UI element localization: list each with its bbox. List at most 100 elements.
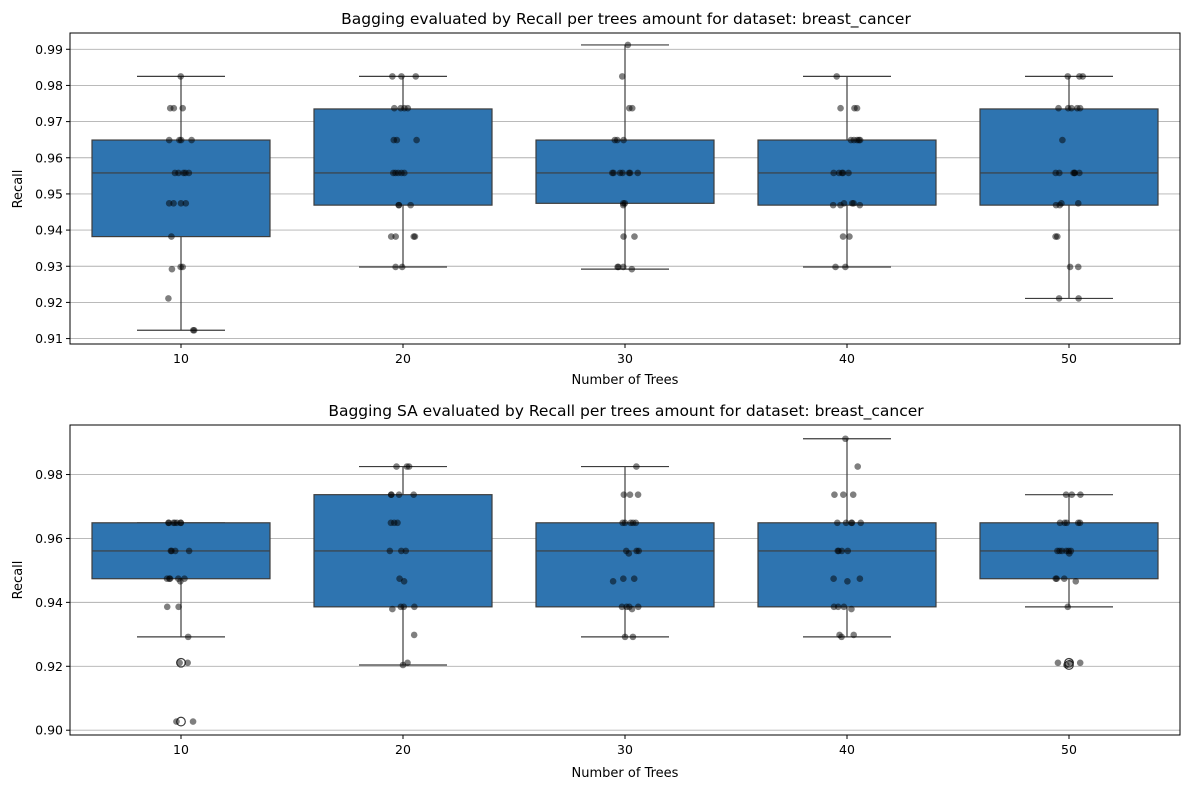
chart-top-x-axis-label: Number of Trees [572,373,679,388]
data-point [400,577,408,585]
data-point [626,491,634,498]
data-point [850,631,858,639]
y-tick-label: 0.91 [35,331,63,346]
data-point [620,233,627,240]
data-point [1056,169,1063,177]
data-point [398,547,405,555]
data-point [1075,295,1082,302]
data-point [1064,603,1072,611]
data-point [848,519,856,527]
chart-bottom: Bagging SA evaluated by Recall per trees… [11,402,1181,781]
data-point [393,463,400,470]
data-point [398,263,406,271]
data-point [1076,519,1084,527]
data-point [1074,200,1082,207]
data-point [185,547,193,555]
data-point [634,169,642,177]
y-tick-label: 0.92 [35,659,63,674]
data-point [177,263,184,271]
data-point [386,547,394,555]
data-point [390,169,397,177]
data-point [856,201,864,209]
data-point [404,104,412,112]
data-point [403,463,411,470]
data-point [844,577,851,585]
x-tick-label: 50 [1061,351,1077,366]
data-point [1055,295,1063,302]
box-iqr [757,522,937,608]
data-point [1066,263,1074,271]
data-point [1077,491,1084,498]
data-point [839,233,847,240]
chart-bottom-x-axis-label: Number of Trees [572,766,679,781]
box-iqr [979,108,1159,206]
data-point [1070,169,1077,177]
data-point [635,547,643,555]
x-tick-label: 10 [173,742,189,757]
data-point [834,519,841,527]
data-point [847,136,855,144]
data-point [628,265,636,273]
data-point [633,463,640,470]
data-point [842,435,849,443]
data-point [628,605,636,613]
x-tick-label: 10 [173,351,189,366]
x-tick-label: 20 [395,742,411,757]
data-point [834,603,842,611]
data-point [840,491,847,498]
data-point [171,169,179,177]
chart-bottom-y-axis-label: Recall [11,561,26,600]
data-point [624,41,632,49]
data-point [177,577,184,585]
data-point [394,169,402,177]
data-point [621,633,629,641]
chart-top-y-ticks: 0.91 0.92 0.93 0.94 0.95 0.96 0.97 0.98 0.99 [35,42,70,346]
data-point [630,575,638,583]
y-tick-label: 0.96 [35,150,63,165]
data-point [177,136,185,144]
data-point [407,201,414,209]
box-group [979,75,1159,300]
data-point [168,233,175,240]
x-tick-label: 40 [839,742,855,757]
data-point [410,491,417,498]
data-point [856,575,864,583]
y-tick-label: 0.96 [35,531,63,546]
data-point [629,519,637,527]
chart-bottom-title: Bagging SA evaluated by Recall per trees… [328,402,924,421]
y-tick-label: 0.94 [35,595,63,610]
data-point [413,136,420,144]
data-point [634,491,642,498]
data-point [392,263,399,271]
data-point [166,575,174,583]
data-point [838,547,846,555]
data-point [634,603,642,611]
data-point [1062,491,1070,498]
chart-bottom-boxes [91,438,1159,727]
data-point [831,491,838,498]
box-group [91,522,271,727]
box-iqr [313,108,493,206]
data-point [1076,104,1084,112]
data-point [842,519,850,527]
data-point [853,104,861,112]
data-point [830,575,837,583]
data-point [838,633,845,641]
data-point [165,295,172,302]
chart-bottom-x-ticks: 10 20 30 40 50 [173,735,1077,757]
data-point [618,603,626,611]
chart-bottom-points [163,435,1084,725]
box-group [757,438,937,638]
chart-top-y-axis-label: Recall [11,170,26,209]
data-point [845,169,852,177]
data-point [1076,73,1083,80]
data-point [1076,659,1084,667]
data-point [857,519,865,527]
data-point [190,326,198,334]
chart-bottom-y-ticks: 0.90 0.92 0.94 0.96 0.98 [35,467,70,738]
data-point [837,104,844,112]
data-point [850,200,857,207]
data-point [1065,550,1073,557]
data-point [833,73,840,80]
